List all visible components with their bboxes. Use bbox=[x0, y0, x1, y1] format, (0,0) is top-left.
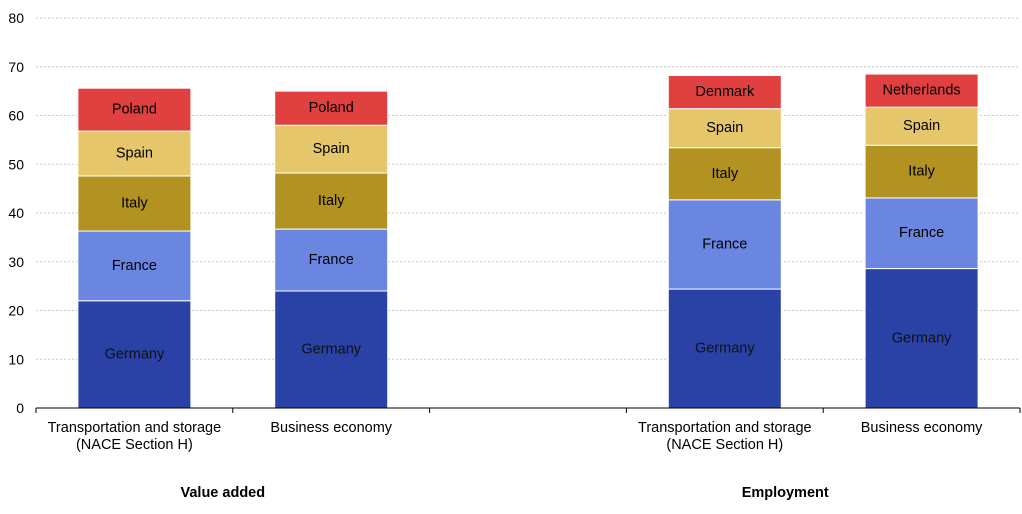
segment-label: Spain bbox=[313, 141, 350, 157]
y-tick-label: 0 bbox=[16, 400, 24, 416]
bar-segment-spain bbox=[274, 124, 389, 174]
segment-label: Germany bbox=[892, 330, 952, 346]
segment-label: Germany bbox=[105, 346, 165, 362]
gridlines bbox=[36, 17, 1020, 360]
x-category-label: Business economy bbox=[270, 420, 392, 436]
segment-label: Poland bbox=[112, 102, 157, 118]
bar-segment-denmark bbox=[667, 75, 782, 110]
y-tick-label: 80 bbox=[8, 10, 24, 26]
bar-segment-germany bbox=[274, 290, 389, 409]
y-tick-label: 50 bbox=[8, 156, 24, 172]
bar-segment-poland bbox=[77, 87, 192, 132]
y-tick-label: 10 bbox=[8, 351, 24, 367]
y-tick-label: 70 bbox=[8, 59, 24, 75]
segment-label: Spain bbox=[706, 120, 743, 136]
bar-segment-italy bbox=[864, 144, 979, 199]
segment-label: Netherlands bbox=[883, 83, 961, 99]
y-tick-label: 60 bbox=[8, 108, 24, 124]
segment-label: Italy bbox=[121, 195, 148, 211]
bar-segment-germany bbox=[77, 300, 192, 409]
group-label: Value added bbox=[180, 485, 265, 501]
segment-label: Poland bbox=[309, 100, 354, 116]
y-tick-label: 30 bbox=[8, 254, 24, 270]
segment-label: France bbox=[899, 225, 944, 241]
x-category-label: (NACE Section H) bbox=[666, 437, 783, 453]
segment-label: Denmark bbox=[695, 84, 755, 100]
y-tick-label: 40 bbox=[8, 205, 24, 221]
segment-label: Germany bbox=[695, 341, 755, 357]
bar-segment-france bbox=[77, 230, 192, 302]
segment-label: Italy bbox=[908, 164, 935, 180]
segment-label: Italy bbox=[318, 193, 345, 209]
bar-segment-italy bbox=[77, 175, 192, 232]
group-labels: Value added Employment bbox=[180, 485, 828, 501]
segment-label: France bbox=[309, 252, 354, 268]
y-axis: 0 10 20 30 40 50 60 70 80 bbox=[8, 10, 24, 416]
x-category-label: Transportation and storage bbox=[638, 420, 812, 436]
bar-segment-italy bbox=[274, 172, 389, 230]
bar-segment-spain bbox=[864, 106, 979, 146]
bar-segment-netherlands bbox=[864, 73, 979, 108]
segment-label: Spain bbox=[903, 118, 940, 134]
segment-label: Italy bbox=[712, 166, 739, 182]
bar-segment-italy bbox=[667, 147, 782, 201]
bar-segment-france bbox=[864, 197, 979, 270]
x-category-label: Transportation and storage bbox=[48, 420, 222, 436]
segment-label: Germany bbox=[301, 342, 361, 358]
segment-label: France bbox=[702, 236, 747, 252]
y-tick-label: 20 bbox=[8, 303, 24, 319]
bar-segment-poland bbox=[274, 90, 389, 126]
x-category-label: Business economy bbox=[861, 420, 983, 436]
bars: Germany France Italy Spain Poland Germany Fran… bbox=[77, 73, 979, 409]
segment-label: France bbox=[112, 258, 157, 274]
group-label: Employment bbox=[742, 485, 829, 501]
bar-segment-germany bbox=[667, 288, 782, 409]
x-axis: Transportation and storage(NACE Section … bbox=[35, 407, 1021, 453]
bar-segment-spain bbox=[77, 130, 192, 177]
bar-segment-france bbox=[667, 199, 782, 290]
segment-label: Spain bbox=[116, 146, 153, 162]
x-category-label: (NACE Section H) bbox=[76, 437, 193, 453]
